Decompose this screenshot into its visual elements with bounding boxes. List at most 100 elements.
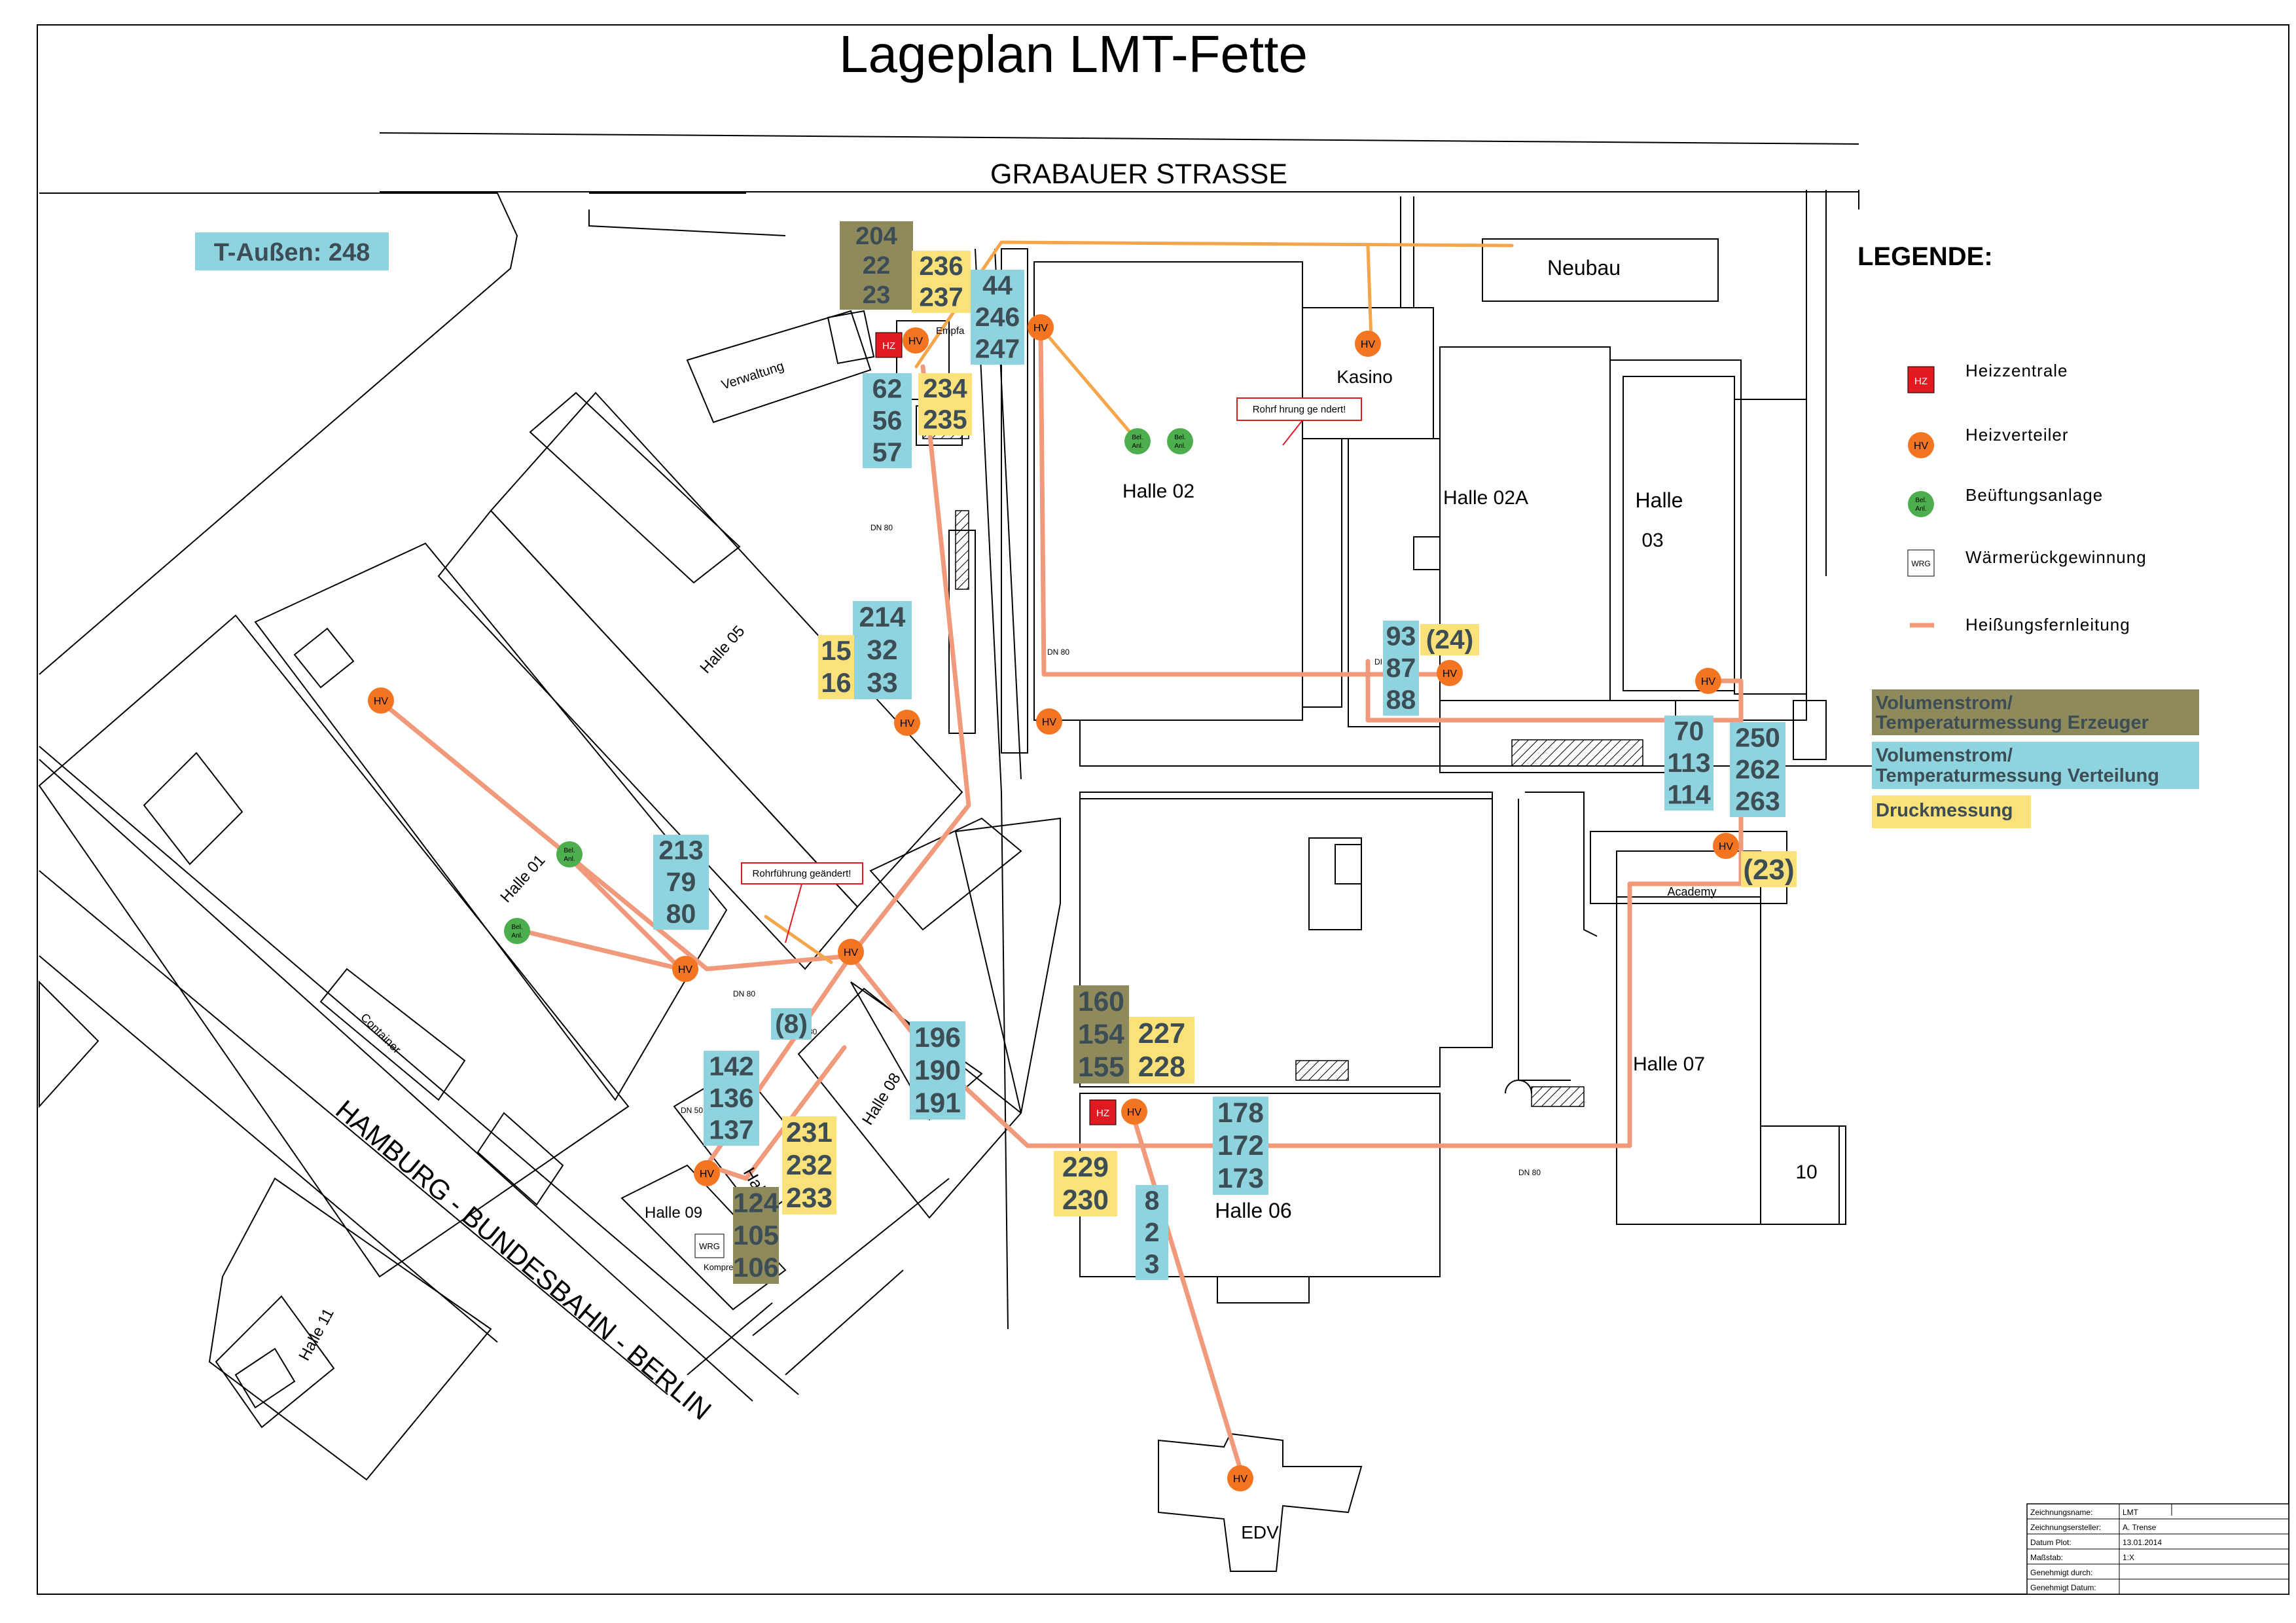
measurement-value: 3 (1145, 1249, 1160, 1279)
hv-symbol: HV (1121, 1099, 1147, 1125)
measurement-value: 87 (1386, 653, 1416, 683)
drawing-frame (37, 24, 2289, 1595)
building-halle02: Halle 02 (1122, 481, 1194, 502)
dn-label: DN 80 (870, 523, 893, 532)
measurement-value: 232 (786, 1150, 833, 1181)
title-block-cell: A. Trense (2123, 1523, 2157, 1532)
svg-text:HZ: HZ (1096, 1108, 1109, 1119)
measurement-value: 70 (1674, 716, 1704, 746)
pipe-top-orange (914, 240, 1514, 369)
legend-wrg: Wärmerückgewinnung (1965, 547, 2147, 567)
bel-anlage-symbol: Bel. Anl. (556, 841, 583, 867)
svg-text:T-Außen: 248: T-Außen: 248 (214, 239, 370, 266)
bel-anlage-symbol: Bel.Anl. (504, 918, 530, 944)
measurement-value: 8 (1145, 1186, 1160, 1216)
legend-hv: Heizverteiler (1965, 425, 2069, 445)
pipe-main-2 (1038, 325, 1456, 677)
svg-text:HV: HV (1914, 441, 1929, 452)
svg-text:HV: HV (1127, 1107, 1142, 1118)
dn-label: DN 80 (733, 989, 755, 998)
measurement-value: 263 (1735, 786, 1780, 816)
title-block-cell: Maßstab: (2030, 1553, 2063, 1562)
dn-label: DI (1374, 657, 1382, 666)
dn-label: DN 80 (1047, 647, 1069, 657)
svg-text:HV: HV (374, 696, 389, 707)
svg-text:HV: HV (1719, 841, 1734, 852)
hv-symbol: HV (903, 327, 929, 354)
svg-text:Bel.: Bel. (1915, 497, 1926, 504)
legend-bel: Beüftungsanlage (1965, 485, 2103, 505)
measurement-value: 136 (709, 1083, 754, 1113)
measurement-value: 204 (855, 222, 898, 250)
svg-text:Bel.: Bel. (1174, 434, 1185, 441)
svg-text:WRG: WRG (699, 1241, 720, 1251)
svg-text:Anl.: Anl. (564, 856, 575, 863)
title-block-cell: Datum Plot: (2030, 1538, 2072, 1547)
title-block-cell: Genehmigt durch: (2030, 1568, 2092, 1577)
svg-text:HV: HV (1701, 676, 1716, 687)
measurement-value: 173 (1217, 1163, 1264, 1194)
pipe-kasino (1366, 244, 1373, 342)
measurement-value: 155 (1078, 1052, 1124, 1083)
svg-text:Bel.: Bel. (511, 924, 522, 931)
note-rohrfuehrung-2: Rohrführung geändert! (741, 862, 863, 943)
measurement-value: 247 (975, 333, 1020, 363)
svg-text:HV: HV (1443, 668, 1458, 680)
hv-symbol: HV (672, 956, 698, 982)
measurement-value: 178 (1217, 1098, 1264, 1129)
measurement-value: 214 (859, 602, 906, 633)
title-block-cell: Zeichnungsname: (2030, 1508, 2092, 1517)
legend-title: LEGENDE: (1857, 242, 1993, 271)
building-empfang: Empfa (936, 325, 965, 337)
measurement-value: 262 (1735, 754, 1780, 784)
measurement-value: 124 (733, 1187, 780, 1218)
svg-text:HV: HV (1361, 339, 1376, 350)
svg-text:Anl.: Anl. (1915, 505, 1926, 513)
svg-text:HV: HV (1042, 717, 1057, 728)
svg-text:HV: HV (844, 947, 859, 958)
building-halle08: Halle 08 (859, 1070, 905, 1128)
hv-layer: HV HV HV HV HV HV HV HV HV HV HV HV HV HV (368, 314, 1739, 1491)
street-grabauer (379, 132, 1859, 192)
dn-label: DN 50 (681, 1106, 703, 1115)
dn-label: DN 80 (1518, 1168, 1541, 1177)
legend-pipe: Heißungsfernleitung (1965, 615, 2130, 634)
legend-verteilung-2: Temperaturmessung Verteilung (1876, 765, 2159, 786)
svg-text:HZ: HZ (882, 340, 895, 352)
measurement-8: (8) (771, 1008, 812, 1040)
legend-hz: Heizzentrale (1965, 361, 2068, 380)
measurement-value: (24) (1426, 624, 1474, 654)
measurement-value: 23 (863, 281, 891, 309)
legend-verteilung-1: Volumenstrom/ (1876, 745, 2013, 766)
legend-erzeuger-2: Temperaturmessung Erzeuger (1876, 712, 2149, 733)
building-verwaltung: Verwaltung (720, 359, 786, 393)
measurement-value: 246 (975, 302, 1020, 332)
svg-text:HZ: HZ (1914, 376, 1928, 387)
bel-anlage-symbol: Bel.Anl. (1124, 428, 1151, 454)
title-block-cell: 13.01.2014 (2123, 1538, 2162, 1547)
measurement-value: 80 (666, 898, 696, 928)
measurement-value: 227 (1138, 1018, 1185, 1049)
hv-symbol: HV (1028, 314, 1054, 340)
measurement-value: 228 (1138, 1051, 1185, 1083)
street-label: GRABAUER STRASSE (990, 158, 1287, 190)
svg-text:Rohrführung geändert!: Rohrführung geändert! (753, 868, 852, 879)
svg-text:Bel.: Bel. (564, 847, 575, 854)
pipe-halle02-bel (1039, 325, 1138, 441)
plan-title: Lageplan LMT-Fette (839, 25, 1308, 83)
measurement-value: 234 (923, 373, 967, 403)
